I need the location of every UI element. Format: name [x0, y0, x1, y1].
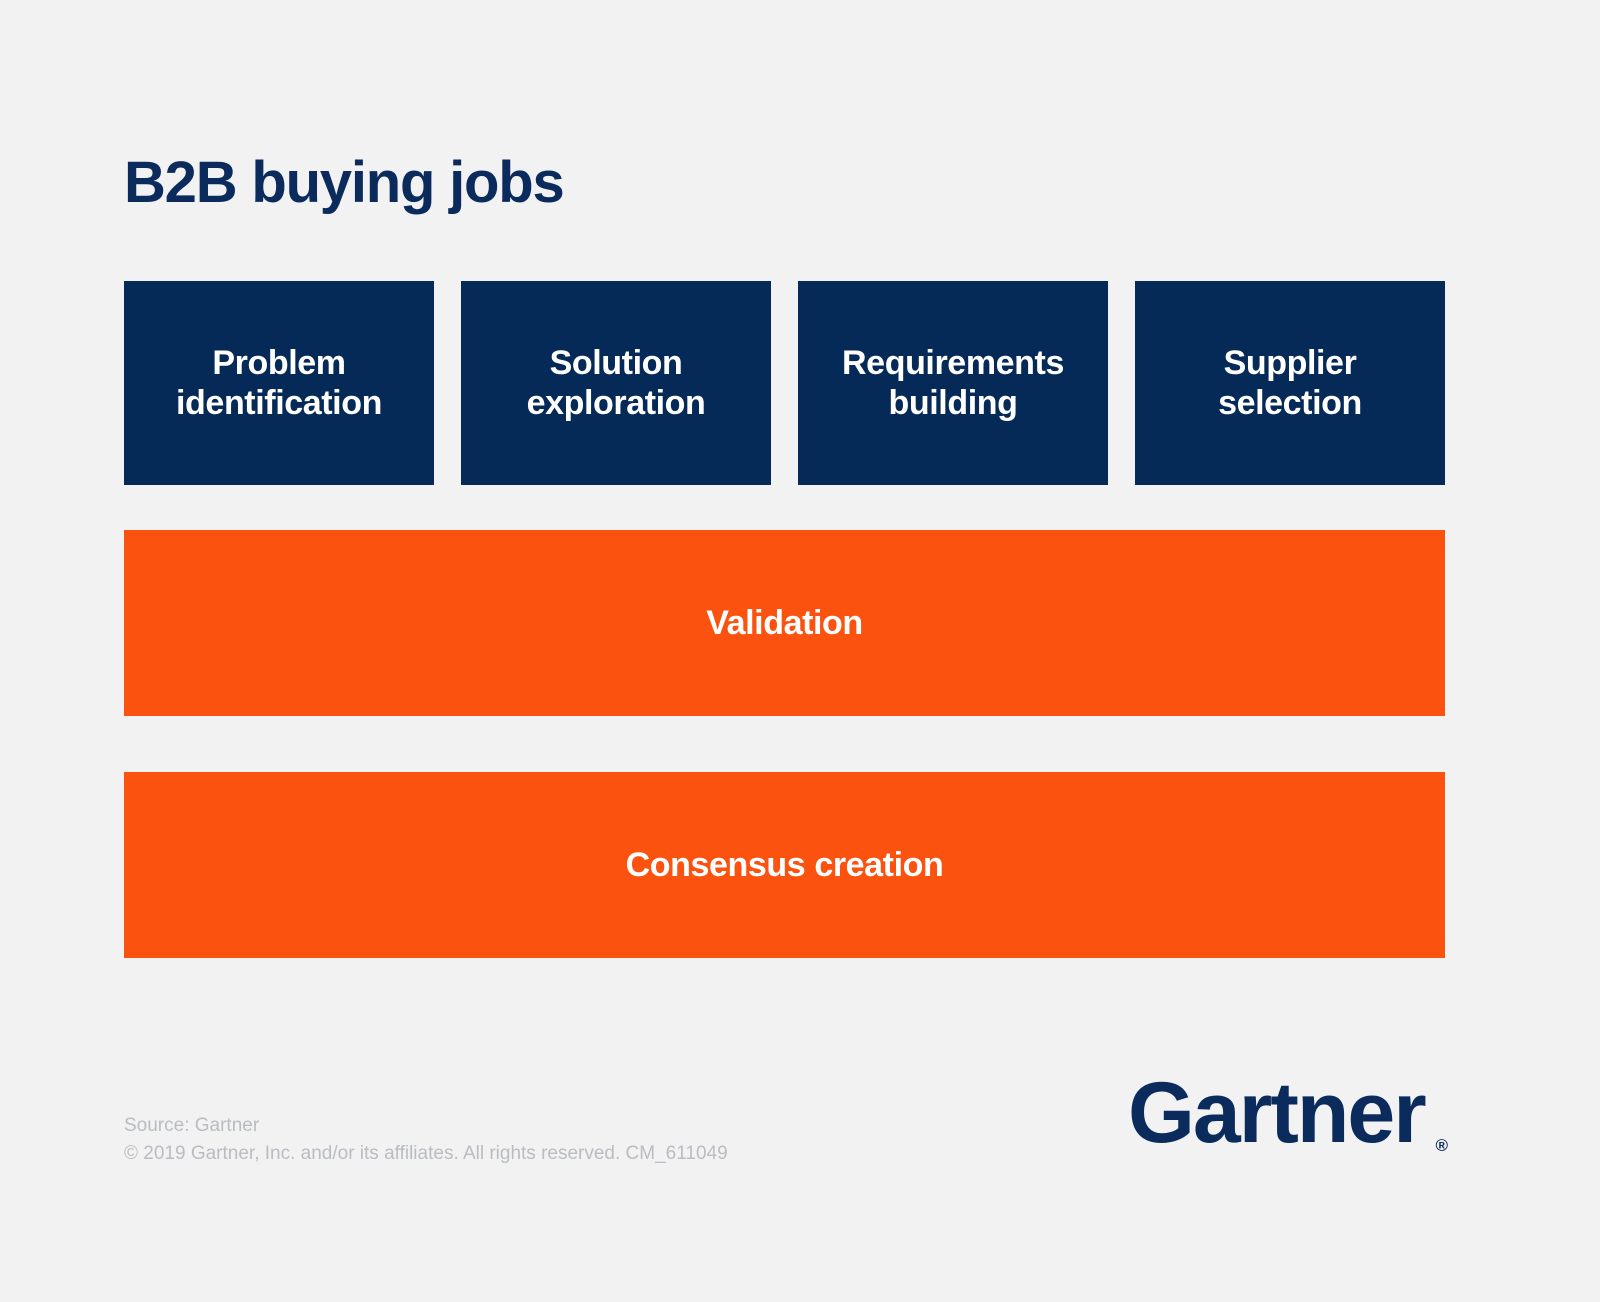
- stage-box-supplier-selection: Supplier selection: [1135, 281, 1445, 485]
- page-title: B2B buying jobs: [124, 149, 565, 215]
- gartner-wordmark-icon: Gartner: [1128, 1068, 1428, 1160]
- stage-box-requirements-building: Requirements building: [798, 281, 1108, 485]
- stage-box-solution-exploration: Solution exploration: [461, 281, 771, 485]
- svg-text:Gartner: Gartner: [1128, 1068, 1426, 1160]
- spanning-bar-label-consensus-creation: Consensus creation: [625, 845, 944, 884]
- buying-stages-row: Problem identification Solution explorat…: [124, 281, 1445, 485]
- footer-copyright: © 2019 Gartner, Inc. and/or its affiliat…: [124, 1142, 728, 1164]
- stage-label-requirements-building: Requirements building: [842, 343, 1064, 422]
- footer-source: Source: Gartner: [124, 1115, 260, 1136]
- gartner-logo: Gartner ®: [1128, 1068, 1448, 1160]
- stage-box-problem-identification: Problem identification: [124, 281, 434, 485]
- spanning-bar-consensus-creation: Consensus creation: [124, 772, 1445, 958]
- registered-trademark-icon: ®: [1435, 1136, 1448, 1155]
- stage-label-problem-identification: Problem identification: [176, 343, 382, 422]
- spanning-bar-validation: Validation: [124, 530, 1445, 716]
- spanning-bar-label-validation: Validation: [706, 603, 863, 642]
- stage-label-solution-exploration: Solution exploration: [526, 343, 706, 422]
- footer-attribution: Source: Gartner © 2019 Gartner, Inc. and…: [124, 1112, 728, 1167]
- stage-label-supplier-selection: Supplier selection: [1218, 343, 1362, 422]
